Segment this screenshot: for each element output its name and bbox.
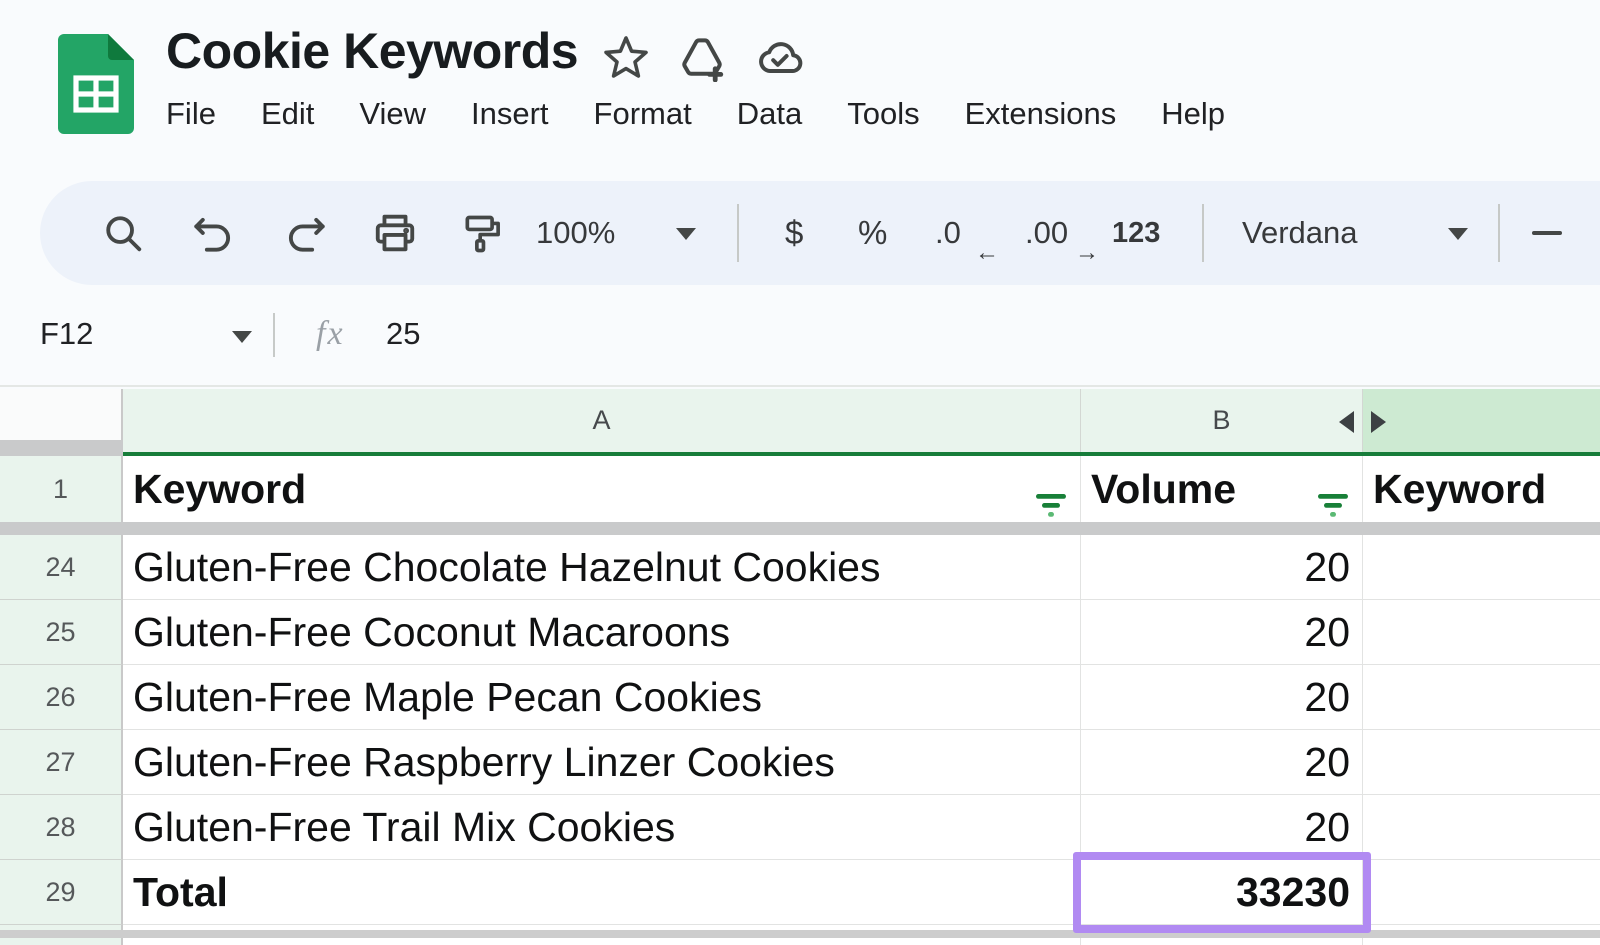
- name-box-caret-icon[interactable]: [232, 331, 252, 343]
- zoom-caret-icon[interactable]: [676, 228, 696, 240]
- hidden-columns-right-arrow-icon[interactable]: [1371, 411, 1386, 433]
- table-row: 26 Gluten-Free Maple Pecan Cookies 20: [0, 665, 1600, 730]
- menu-edit[interactable]: Edit: [260, 96, 315, 131]
- menu-file[interactable]: File: [166, 96, 216, 131]
- decrease-font-size-icon[interactable]: [1532, 231, 1562, 235]
- toolbar-divider: [1202, 204, 1204, 262]
- menu-view[interactable]: View: [359, 96, 427, 131]
- toolbar: 100% $ % .0 ← .00 → 123 Verdana: [40, 181, 1600, 285]
- empty-cell[interactable]: [1363, 665, 1600, 730]
- filter-range-underline: [123, 452, 1600, 456]
- formula-bar: F12 fx 25: [0, 285, 1600, 387]
- name-box[interactable]: F12: [40, 316, 94, 351]
- row-header[interactable]: 27: [0, 730, 123, 795]
- keyword-cell[interactable]: Gluten-Free Raspberry Linzer Cookies: [123, 730, 1081, 795]
- volume-cell[interactable]: 20: [1081, 795, 1363, 860]
- table-row: 25 Gluten-Free Coconut Macaroons 20: [0, 600, 1600, 665]
- toolbar-divider: [1498, 204, 1500, 262]
- toolbar-divider: [737, 204, 739, 262]
- keyword-cell[interactable]: Gluten-Free Coconut Macaroons: [123, 600, 1081, 665]
- menu-insert[interactable]: Insert: [471, 96, 549, 131]
- menu-extensions[interactable]: Extensions: [964, 96, 1117, 131]
- row-header[interactable]: 24: [0, 535, 123, 600]
- cell-a1-keyword-header[interactable]: Keyword: [123, 456, 1081, 522]
- column-header-a[interactable]: A: [123, 389, 1081, 452]
- font-caret-icon[interactable]: [1448, 228, 1468, 240]
- print-icon[interactable]: [372, 210, 418, 256]
- empty-cell[interactable]: [1363, 730, 1600, 795]
- keyword-cell[interactable]: Gluten-Free Trail Mix Cookies: [123, 795, 1081, 860]
- sheets-logo-icon[interactable]: [58, 34, 134, 134]
- spreadsheet-grid: A B 1 Keyword Vol: [0, 389, 1600, 945]
- row-header-1[interactable]: 1: [0, 456, 123, 522]
- row-header-29[interactable]: 29: [0, 860, 123, 925]
- row-header[interactable]: 26: [0, 665, 123, 730]
- search-icon[interactable]: [100, 210, 146, 256]
- hidden-rows-divider: [0, 930, 1600, 938]
- empty-cell[interactable]: [1363, 600, 1600, 665]
- increase-decimal-arrow-icon: →: [1075, 239, 1099, 266]
- row-header[interactable]: 25: [0, 600, 123, 665]
- empty-cell[interactable]: [1363, 535, 1600, 600]
- decrease-decimal-arrow-icon: ←: [975, 239, 999, 266]
- menu-data[interactable]: Data: [736, 96, 803, 131]
- decrease-decimal-button[interactable]: .0 ←: [935, 215, 999, 266]
- table-row: 27 Gluten-Free Raspberry Linzer Cookies …: [0, 730, 1600, 795]
- font-family-select[interactable]: Verdana: [1242, 215, 1358, 250]
- header-row: 1 Keyword Volume: [0, 456, 1600, 522]
- menu-bar: File Edit View Insert Format Data Tools …: [166, 96, 1225, 132]
- paint-format-icon[interactable]: [460, 211, 504, 257]
- document-status-cloud-icon[interactable]: [756, 34, 804, 82]
- volume-cell[interactable]: 20: [1081, 535, 1363, 600]
- cell-b1-volume-header[interactable]: Volume: [1081, 456, 1363, 522]
- fx-icon: fx: [316, 315, 345, 352]
- document-title[interactable]: Cookie Keywords: [166, 23, 579, 79]
- frozen-row-divider[interactable]: [0, 522, 1600, 535]
- format-currency-button[interactable]: $: [785, 214, 804, 251]
- star-icon[interactable]: [602, 34, 650, 82]
- more-formats-button[interactable]: 123: [1112, 217, 1161, 249]
- formula-input[interactable]: 25: [386, 316, 421, 351]
- menu-tools[interactable]: Tools: [847, 96, 920, 131]
- volume-cell[interactable]: 20: [1081, 665, 1363, 730]
- hidden-columns-left-arrow-icon[interactable]: [1339, 411, 1354, 433]
- increase-decimal-button[interactable]: .00 →: [1025, 215, 1099, 266]
- format-percent-button[interactable]: %: [858, 214, 888, 251]
- total-row: 29 Total 33230: [0, 860, 1600, 925]
- empty-cell[interactable]: [1363, 795, 1600, 860]
- filter-icon[interactable]: [1032, 474, 1070, 522]
- total-value-cell[interactable]: 33230: [1081, 860, 1363, 925]
- table-row: 28 Gluten-Free Trail Mix Cookies 20: [0, 795, 1600, 860]
- select-all-corner[interactable]: [0, 389, 123, 440]
- column-header-selected[interactable]: [1363, 389, 1600, 452]
- highlighted-total-cell-border: [1073, 852, 1371, 933]
- cell-f1-keyword-header[interactable]: Keyword: [1363, 456, 1600, 522]
- menu-format[interactable]: Format: [593, 96, 692, 131]
- empty-cell[interactable]: [1363, 860, 1600, 925]
- filter-icon[interactable]: [1314, 474, 1352, 522]
- volume-cell[interactable]: 20: [1081, 730, 1363, 795]
- keyword-cell[interactable]: Gluten-Free Chocolate Hazelnut Cookies: [123, 535, 1081, 600]
- undo-icon[interactable]: [190, 212, 236, 256]
- row-header[interactable]: 28: [0, 795, 123, 860]
- freeze-bar-corner[interactable]: [0, 440, 123, 456]
- redo-icon[interactable]: [283, 212, 329, 256]
- keyword-cell[interactable]: Gluten-Free Maple Pecan Cookies: [123, 665, 1081, 730]
- menu-help[interactable]: Help: [1161, 96, 1225, 131]
- column-header-b[interactable]: B: [1081, 389, 1363, 452]
- zoom-select[interactable]: 100%: [536, 215, 616, 250]
- table-row: 24 Gluten-Free Chocolate Hazelnut Cookie…: [0, 535, 1600, 600]
- move-to-drive-icon[interactable]: [678, 34, 726, 82]
- volume-cell[interactable]: 20: [1081, 600, 1363, 665]
- formula-bar-divider: [273, 313, 275, 357]
- total-label-cell[interactable]: Total: [123, 860, 1081, 925]
